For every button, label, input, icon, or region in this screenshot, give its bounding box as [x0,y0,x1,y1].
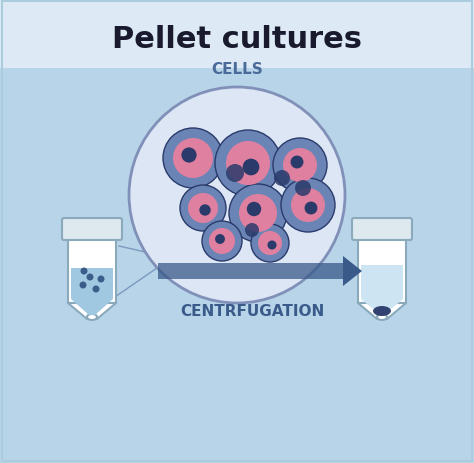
Circle shape [239,194,277,232]
Polygon shape [158,263,345,279]
Ellipse shape [377,314,387,320]
FancyBboxPatch shape [0,0,474,74]
Circle shape [229,185,287,243]
Circle shape [199,205,211,216]
Circle shape [273,139,327,193]
Text: Pellet cultures: Pellet cultures [112,25,362,53]
Polygon shape [358,303,406,319]
FancyBboxPatch shape [68,238,116,303]
Circle shape [86,274,93,281]
Circle shape [247,202,261,217]
Polygon shape [68,303,116,319]
FancyBboxPatch shape [62,219,122,240]
FancyBboxPatch shape [358,238,406,303]
Circle shape [291,156,303,169]
Circle shape [215,235,225,244]
Text: CELLS: CELLS [211,63,263,77]
Circle shape [92,286,100,293]
Polygon shape [343,257,362,287]
Circle shape [251,225,289,263]
Circle shape [267,241,276,250]
Circle shape [180,186,226,232]
Circle shape [80,282,86,289]
Circle shape [245,224,259,238]
Circle shape [226,165,244,182]
Circle shape [182,148,197,163]
Polygon shape [361,300,403,314]
Circle shape [274,171,290,187]
Circle shape [209,229,235,255]
Circle shape [258,232,282,256]
Circle shape [295,181,311,197]
Circle shape [173,139,213,179]
Polygon shape [71,300,113,315]
FancyBboxPatch shape [0,69,474,463]
FancyBboxPatch shape [352,219,412,240]
Circle shape [188,194,218,224]
Circle shape [163,129,223,188]
Circle shape [304,202,318,215]
Text: CENTRFUGATION: CENTRFUGATION [180,304,324,319]
Circle shape [215,131,281,197]
Circle shape [283,149,317,182]
Circle shape [98,276,104,283]
FancyBboxPatch shape [71,268,113,300]
Circle shape [291,188,325,223]
FancyBboxPatch shape [361,266,403,300]
Ellipse shape [373,307,391,316]
Circle shape [243,159,259,176]
Circle shape [129,88,345,303]
Circle shape [226,142,270,186]
Circle shape [81,268,88,275]
Ellipse shape [87,314,97,320]
Circle shape [281,179,335,232]
Circle shape [202,221,242,262]
